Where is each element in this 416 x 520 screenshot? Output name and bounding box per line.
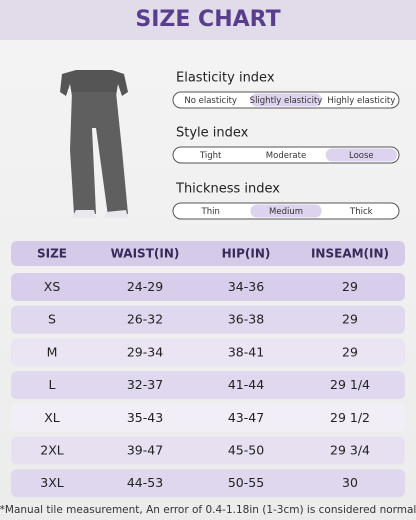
table-cell: 45-50	[228, 443, 264, 458]
table-cell: L	[49, 377, 56, 392]
table-cell: 30	[342, 475, 358, 490]
index-label: Elasticity index	[176, 71, 275, 86]
table-cell: 3XL	[40, 475, 64, 490]
index-option: Medium	[269, 207, 303, 217]
index-option: Tight	[199, 151, 222, 161]
index-selected	[250, 93, 322, 107]
table-cell: 38-41	[228, 344, 264, 359]
table-cell: 24-29	[127, 279, 163, 294]
index-label: Thickness index	[175, 182, 280, 197]
table-cell: 29	[342, 312, 358, 327]
table-row	[11, 338, 405, 367]
table-row	[11, 273, 405, 301]
table-cell: 29	[342, 344, 358, 359]
table-cell: 44-53	[127, 475, 163, 490]
index-option: Thin	[201, 207, 220, 217]
header-band	[0, 0, 416, 40]
footnote: *Manual tile measurement, An error of 0.…	[0, 504, 416, 516]
index-selected	[325, 148, 397, 162]
index-option: Moderate	[266, 151, 306, 161]
product-image	[60, 70, 128, 218]
table-cell: 29	[342, 279, 358, 294]
table-cell: 29 1/2	[330, 410, 370, 425]
table-cell: 29-34	[127, 344, 163, 359]
table-cell: 50-55	[228, 475, 264, 490]
table-row	[11, 469, 405, 498]
table-cell: 29 1/4	[330, 377, 370, 392]
column-header: WAIST(IN)	[111, 247, 180, 261]
table-cell: 34-36	[228, 279, 264, 294]
table-cell: 29 3/4	[330, 443, 370, 458]
table-cell: 35-43	[127, 410, 163, 425]
index-option: Loose	[349, 151, 374, 161]
title: SIZE CHART	[135, 7, 280, 32]
table-row	[11, 436, 405, 465]
index-label: Style index	[176, 126, 249, 141]
column-header: INSEAM(IN)	[311, 247, 389, 261]
table-cell: M	[47, 344, 58, 359]
table-cell: XL	[44, 410, 60, 425]
table-cell: 39-47	[127, 443, 163, 458]
table-cell: XS	[44, 279, 61, 294]
index-option: Slightly elasticity	[250, 96, 323, 106]
table-cell: 36-38	[228, 312, 264, 327]
index-option: Thick	[349, 207, 373, 217]
index-option: Highly elasticity	[327, 96, 395, 106]
table-cell: S	[48, 312, 56, 327]
table-header	[11, 241, 405, 266]
index-selected	[250, 204, 322, 218]
table-row	[11, 371, 405, 400]
table-cell: 43-47	[228, 410, 264, 425]
table-cell: 2XL	[40, 443, 64, 458]
column-header: SIZE	[37, 247, 67, 261]
table-cell: 41-44	[228, 377, 264, 392]
column-header: HIP(IN)	[222, 247, 271, 261]
table-cell: 26-32	[127, 312, 163, 327]
index-option: No elasticity	[184, 96, 237, 106]
table-cell: 32-37	[127, 377, 163, 392]
table-row	[11, 305, 405, 334]
table-row	[11, 403, 405, 432]
